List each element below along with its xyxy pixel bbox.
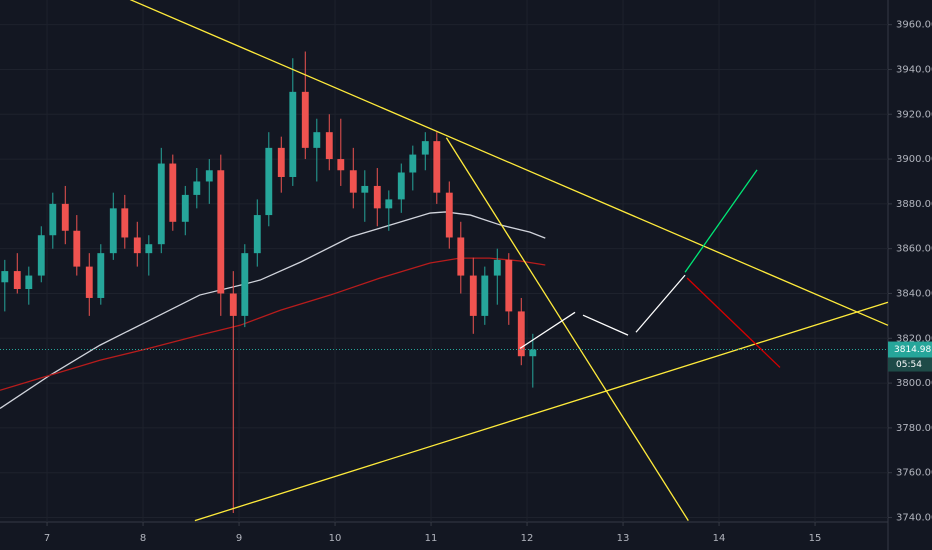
candle-body <box>409 154 417 173</box>
candle-body <box>49 203 57 236</box>
candle-body <box>1 271 9 283</box>
candle-body <box>529 349 537 357</box>
y-tick-label: 3760.00 <box>896 468 932 479</box>
y-tick-label: 3740.00 <box>896 513 932 524</box>
candle-body <box>313 132 321 148</box>
candle-body <box>133 237 141 254</box>
x-tick-label: 8 <box>140 533 146 544</box>
candle-body <box>73 230 81 267</box>
candle-body <box>157 163 165 245</box>
y-tick-label: 3800.00 <box>896 378 932 389</box>
y-tick-label: 3780.00 <box>896 423 932 434</box>
candle-body <box>361 185 369 193</box>
arrow <box>635 274 686 333</box>
countdown-label: 05:54 <box>896 360 922 370</box>
candle-body <box>97 253 105 298</box>
x-tick-label: 13 <box>617 533 630 544</box>
countdown-box <box>888 357 932 372</box>
trendline <box>194 301 889 522</box>
y-tick-label: 3840.00 <box>896 288 932 299</box>
candle-body <box>169 163 177 222</box>
candle-body <box>217 170 225 294</box>
candle-body <box>325 132 333 160</box>
y-tick-label: 3860.00 <box>896 244 932 255</box>
arrow <box>519 311 576 349</box>
y-tick-label: 3820.00 <box>896 333 932 344</box>
y-tick-label: 3880.00 <box>896 199 932 210</box>
candle-body <box>241 253 249 316</box>
candle-body <box>205 170 213 182</box>
moving-average <box>0 211 546 409</box>
candle-body <box>265 147 273 216</box>
candle-body <box>373 185 381 209</box>
candle-body <box>25 275 33 290</box>
candle-body <box>277 147 285 177</box>
candle-body <box>457 237 465 276</box>
candle-body <box>445 192 453 238</box>
last-price-label: 3814.98 <box>894 345 931 355</box>
candle-body <box>13 271 21 290</box>
y-tick-label: 3900.00 <box>896 154 932 165</box>
x-tick-label: 7 <box>44 533 50 544</box>
candle-body <box>61 203 69 231</box>
last-price-box <box>888 341 932 358</box>
candle-body <box>349 170 357 193</box>
x-tick-label: 15 <box>809 533 822 544</box>
y-tick-label: 3960.00 <box>896 20 932 31</box>
y-tick-label: 3920.00 <box>896 109 932 120</box>
candle-body <box>469 275 477 316</box>
trendline <box>445 137 689 522</box>
candle-body <box>253 215 261 254</box>
candle-body <box>109 208 117 254</box>
candle-body <box>517 311 525 357</box>
candle-body <box>145 244 153 254</box>
candle-body <box>493 259 501 276</box>
candle-body <box>193 181 201 195</box>
y-tick-label: 3940.00 <box>896 64 932 75</box>
moving-average <box>0 257 546 391</box>
candle-body <box>37 235 45 276</box>
candle-body <box>433 141 441 193</box>
trendline <box>129 0 889 326</box>
candle-body <box>229 293 237 316</box>
candle-body <box>421 141 429 155</box>
candle-body <box>121 208 129 238</box>
candle-body <box>301 91 309 148</box>
arrow <box>686 277 781 368</box>
arrow <box>582 314 629 336</box>
candle-body <box>337 159 345 171</box>
x-tick-label: 14 <box>713 533 726 544</box>
x-tick-label: 11 <box>425 533 438 544</box>
arrow <box>684 169 758 273</box>
candle-body <box>397 172 405 200</box>
x-tick-label: 10 <box>329 533 342 544</box>
candle-body <box>385 199 393 209</box>
candle-body <box>181 194 189 222</box>
candle-body <box>505 259 513 312</box>
candle-body <box>289 91 297 177</box>
x-tick-label: 12 <box>521 533 534 544</box>
x-tick-label: 9 <box>236 533 242 544</box>
candle-body <box>481 275 489 316</box>
candle-body <box>85 266 93 298</box>
